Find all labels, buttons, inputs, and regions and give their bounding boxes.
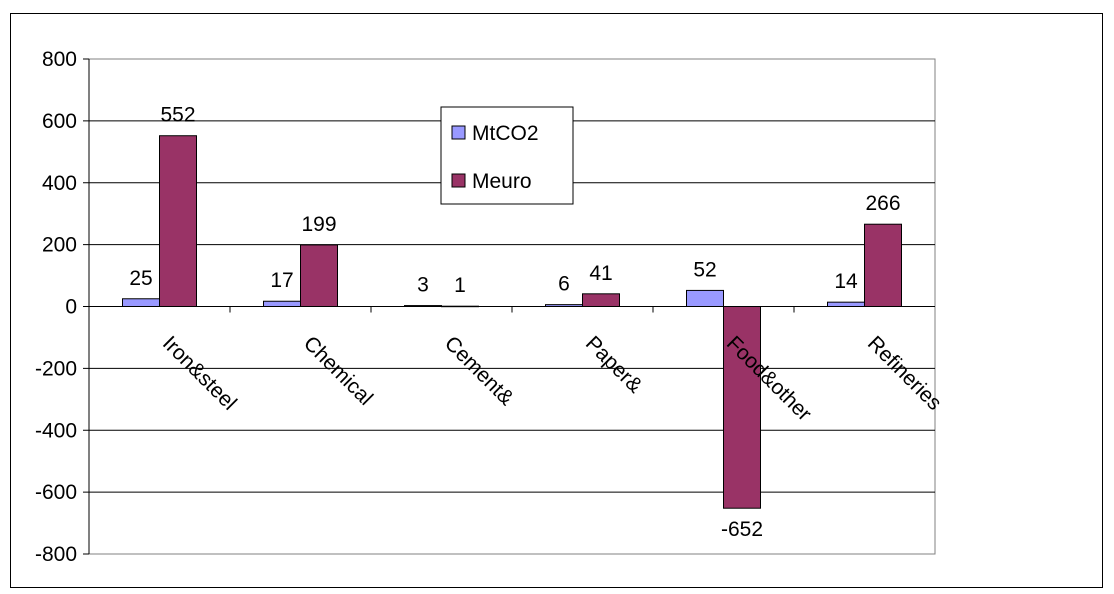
legend-swatch-series-1 bbox=[451, 173, 466, 188]
data-label: 52 bbox=[693, 258, 716, 281]
y-tick-label: 0 bbox=[65, 296, 77, 319]
legend-label-series-1: Meuro bbox=[472, 170, 532, 193]
legend-label-series-0: MtCO2 bbox=[472, 122, 539, 145]
data-label: 14 bbox=[834, 270, 858, 293]
y-tick-label: -800 bbox=[35, 543, 77, 566]
y-tick-label: -200 bbox=[35, 357, 77, 380]
bar-meuro-0 bbox=[159, 135, 197, 307]
y-tick-label: 200 bbox=[42, 234, 77, 257]
data-labels: 25 552 17 199 3 1 6 41 52 -652 14 266 bbox=[129, 104, 900, 541]
data-label: -652 bbox=[721, 518, 763, 541]
data-label: 6 bbox=[558, 273, 570, 296]
bar-meuro-1 bbox=[300, 244, 338, 307]
y-tick-label: -400 bbox=[35, 419, 77, 442]
y-tick-label: 600 bbox=[42, 110, 77, 133]
bar-mtco2-0 bbox=[122, 298, 160, 307]
bars bbox=[122, 135, 902, 509]
bar-mtco2-1 bbox=[263, 300, 301, 308]
data-label: 25 bbox=[129, 267, 152, 290]
y-axis-ticks: 800 600 400 200 0 -200 -400 -600 -800 bbox=[35, 48, 89, 566]
legend-box bbox=[440, 106, 574, 205]
bar-mtco2-4 bbox=[686, 289, 724, 308]
data-label: 41 bbox=[589, 262, 612, 285]
bar-mtco2-5 bbox=[827, 301, 865, 308]
bar-meuro-3 bbox=[582, 293, 620, 307]
data-label: 266 bbox=[865, 192, 900, 215]
data-label: 552 bbox=[160, 104, 195, 127]
data-label: 17 bbox=[270, 269, 293, 292]
data-label: 3 bbox=[417, 274, 429, 297]
legend-swatch-series-0 bbox=[451, 125, 466, 140]
data-label: 199 bbox=[301, 213, 336, 236]
y-tick-label: 400 bbox=[42, 172, 77, 195]
y-tick-label: -600 bbox=[35, 481, 77, 504]
y-tick-label: 800 bbox=[42, 48, 77, 71]
legend: MtCO2 Meuro bbox=[440, 106, 574, 205]
bar-meuro-4 bbox=[723, 306, 761, 509]
bar-meuro-5 bbox=[864, 223, 902, 307]
data-label: 1 bbox=[454, 274, 466, 297]
